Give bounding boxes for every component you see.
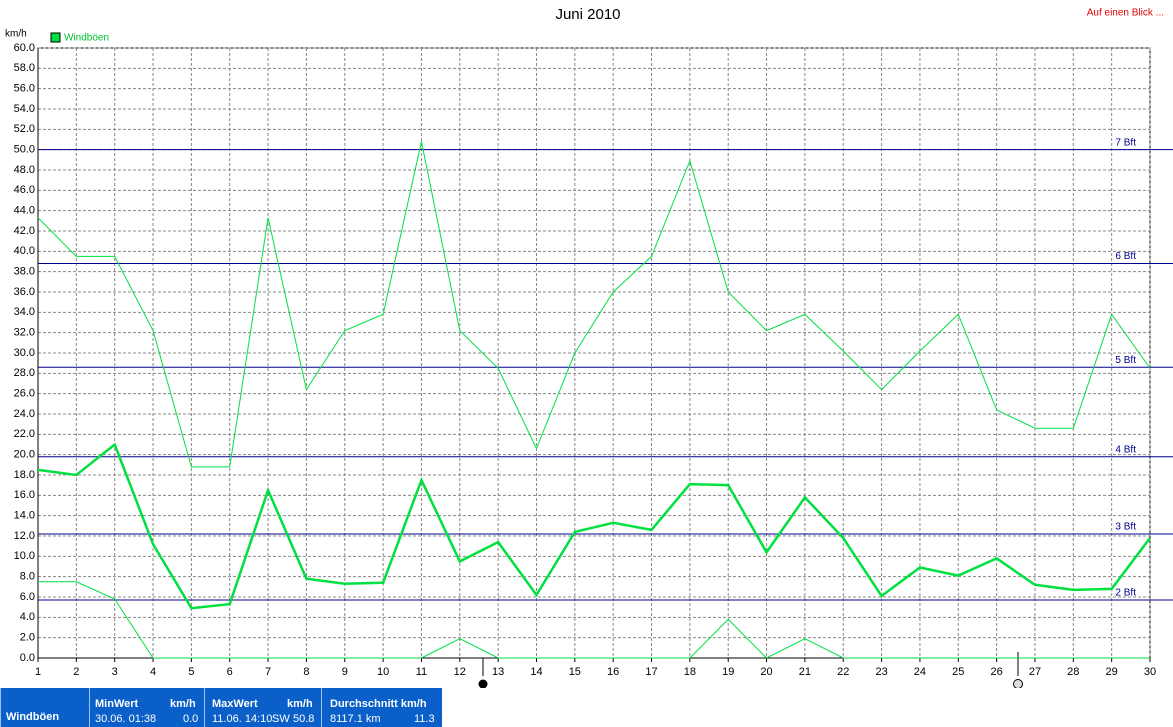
y-tick-label: 26.0 xyxy=(14,388,35,400)
y-tick-label: 44.0 xyxy=(14,205,35,217)
x-tick-label: 9 xyxy=(342,666,348,678)
y-tick-label: 14.0 xyxy=(14,510,35,522)
line xyxy=(38,581,1150,659)
header: MinWert xyxy=(95,698,139,710)
header: Durchschnitt km/h xyxy=(330,698,427,710)
x-tick-label: 17 xyxy=(645,666,657,678)
summary-blank xyxy=(442,688,1173,727)
y-tick-label: 32.0 xyxy=(14,327,35,339)
y-tick-label: 46.0 xyxy=(14,184,35,196)
row-label: Windböen xyxy=(6,711,60,723)
x-tick-label: 21 xyxy=(799,666,811,678)
chart: Juni 2010 km/h Auf einen Blick ... 0.0 2.… xyxy=(5,6,1173,688)
y-tick-label: 18.0 xyxy=(14,469,35,481)
legend-label: Windböen xyxy=(64,33,109,44)
y-axis-label: km/h xyxy=(5,29,27,40)
y-tick-label: 24.0 xyxy=(14,408,35,420)
x-tick-label: 6 xyxy=(227,666,233,678)
summary-cell xyxy=(321,688,442,727)
legend-swatch xyxy=(50,32,61,43)
line xyxy=(37,442,1151,610)
x-tick-label: 25 xyxy=(952,666,964,678)
reference-label: 5 Bft xyxy=(1115,355,1136,366)
x-tick-label: 22 xyxy=(837,666,849,678)
y-tick-label: 56.0 xyxy=(14,83,35,95)
y-tick-label: 36.0 xyxy=(14,286,35,298)
x-tick-label: 8 xyxy=(303,666,309,678)
x-tick-label: 1 xyxy=(35,666,41,678)
summary-cell xyxy=(204,688,321,727)
y-tick-label: 50.0 xyxy=(14,144,35,156)
y-tick-label: 58.0 xyxy=(14,62,35,74)
y-tick-label: 6.0 xyxy=(20,591,35,603)
moon-icon xyxy=(1013,679,1023,688)
x-tick-label: 15 xyxy=(569,666,581,678)
x-tick-label: 28 xyxy=(1067,666,1079,678)
x-tick-label: 23 xyxy=(875,666,887,678)
x-tick-label: 24 xyxy=(914,666,926,678)
x-tick-label: 14 xyxy=(530,666,542,678)
reference-label: 7 Bft xyxy=(1115,137,1136,148)
y-tick-label: 12.0 xyxy=(14,530,35,542)
x-tick-label: 2 xyxy=(73,666,79,678)
x-tick-label: 27 xyxy=(1029,666,1041,678)
y-tick-label: 38.0 xyxy=(14,266,35,278)
y-tick-label: 48.0 xyxy=(14,164,35,176)
y-tick-label: 10.0 xyxy=(14,550,35,562)
y-tick-label: 42.0 xyxy=(14,225,35,237)
x-tick-label: 26 xyxy=(990,666,1002,678)
cell: SW xyxy=(272,713,290,725)
y-tick-label: 54.0 xyxy=(14,103,35,115)
x-tick-label: 16 xyxy=(607,666,619,678)
x-tick-label: 13 xyxy=(492,666,504,678)
header: km/h xyxy=(287,698,313,710)
reference-label: 4 Bft xyxy=(1115,444,1136,455)
y-tick-label: 60.0 xyxy=(14,42,35,54)
cell: 11.3 xyxy=(414,713,435,725)
summary-cell xyxy=(89,688,204,727)
cell: 50.8 xyxy=(293,713,315,725)
x-tick-label: 11 xyxy=(416,666,427,678)
x-tick-label: 29 xyxy=(1106,666,1118,678)
y-tick-label: 8.0 xyxy=(20,571,35,583)
y-tick-label: 4.0 xyxy=(20,611,35,623)
y-tick-label: 20.0 xyxy=(14,449,35,461)
y-tick-label: 0.0 xyxy=(20,652,35,664)
x-tick-label: 4 xyxy=(150,666,156,678)
cell: 30.06. 01:38 xyxy=(95,713,157,725)
y-tick-label: 16.0 xyxy=(14,489,35,501)
x-tick-label: 5 xyxy=(188,666,194,678)
cell: 0.0 xyxy=(183,713,199,725)
x-tick-label: 19 xyxy=(722,666,734,678)
y-tick-label: 22.0 xyxy=(14,428,35,440)
line xyxy=(37,141,1151,468)
chart-title: Juni 2010 xyxy=(555,6,620,23)
x-tick-label: 30 xyxy=(1144,666,1156,678)
x-tick-label: 18 xyxy=(684,666,696,678)
x-tick-label: 7 xyxy=(265,666,271,678)
cell: 8117.1 km xyxy=(330,713,381,725)
cell: 11.06. 14:10 xyxy=(212,713,273,725)
reference-label: 6 Bft xyxy=(1115,251,1136,262)
y-tick-label: 30.0 xyxy=(14,347,35,359)
reference-label: 3 Bft xyxy=(1115,522,1136,533)
y-tick-label: 28.0 xyxy=(14,367,35,379)
x-tick-label: 3 xyxy=(112,666,118,678)
moon-icon xyxy=(478,679,488,688)
x-tick-label: 20 xyxy=(760,666,772,678)
reference-label: 2 Bft xyxy=(1115,588,1136,599)
header: MaxWert xyxy=(212,698,258,710)
y-tick-label: 34.0 xyxy=(14,306,35,318)
y-tick-label: 40.0 xyxy=(14,245,35,257)
y-tick-label: 2.0 xyxy=(20,632,35,644)
header: km/h xyxy=(170,698,196,710)
summary-cell xyxy=(0,688,89,727)
x-tick-label: 12 xyxy=(454,666,466,678)
x-tick-label: 10 xyxy=(377,666,389,678)
link[interactable]: Auf einen Blick ... xyxy=(1087,8,1164,19)
y-tick-label: 52.0 xyxy=(14,123,35,135)
